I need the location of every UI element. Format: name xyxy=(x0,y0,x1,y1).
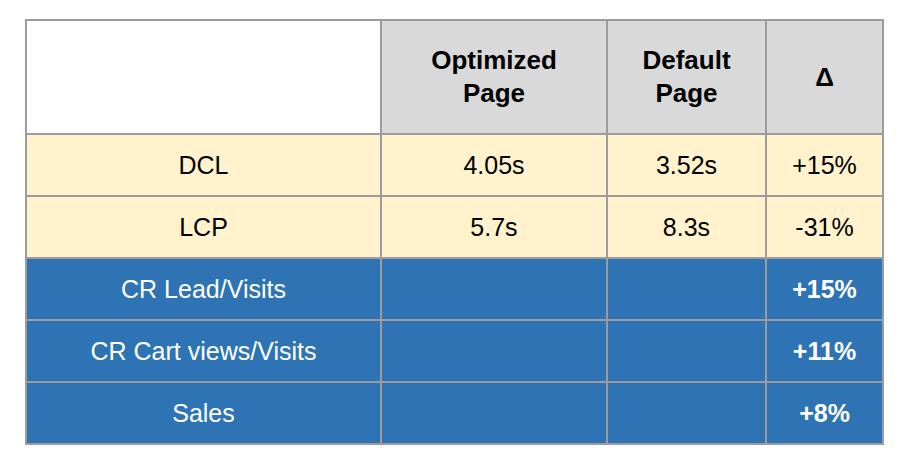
table-row-lcp: LCP 5.7s 8.3s -31% xyxy=(26,196,883,258)
col-header-default-page-label: Default Page xyxy=(619,44,754,111)
corner-cell xyxy=(26,20,381,134)
table-row-sales: Sales +8% xyxy=(26,382,883,444)
table-header-row: Optimized Page Default Page Δ xyxy=(26,20,883,134)
cell-lcp-optimized: 5.7s xyxy=(381,196,607,258)
table-row-cr-lead-visits: CR Lead/Visits +15% xyxy=(26,258,883,320)
row-label-sales: Sales xyxy=(26,382,381,444)
cell-lcp-delta: -31% xyxy=(766,196,883,258)
row-label-lcp: LCP xyxy=(26,196,381,258)
row-label-dcl: DCL xyxy=(26,134,381,196)
cell-dcl-default: 3.52s xyxy=(607,134,766,196)
table-row-dcl: DCL 4.05s 3.52s +15% xyxy=(26,134,883,196)
cell-lcp-default: 8.3s xyxy=(607,196,766,258)
row-label-cr-lead-visits: CR Lead/Visits xyxy=(26,258,381,320)
row-label-cr-cart-views-visits: CR Cart views/Visits xyxy=(26,320,381,382)
cell-cr-lead-default-empty xyxy=(607,258,766,320)
cell-sales-delta: +8% xyxy=(766,382,883,444)
cell-cr-cart-default-empty xyxy=(607,320,766,382)
cell-dcl-optimized: 4.05s xyxy=(381,134,607,196)
table-row-cr-cart-views-visits: CR Cart views/Visits +11% xyxy=(26,320,883,382)
cell-dcl-delta: +15% xyxy=(766,134,883,196)
delta-symbol: Δ xyxy=(815,62,834,92)
cell-sales-optimized-empty xyxy=(381,382,607,444)
comparison-table: Optimized Page Default Page Δ DCL 4.05s … xyxy=(25,19,884,445)
cell-cr-lead-delta: +15% xyxy=(766,258,883,320)
col-header-optimized-page: Optimized Page xyxy=(381,20,607,134)
cell-cr-lead-optimized-empty xyxy=(381,258,607,320)
cell-sales-default-empty xyxy=(607,382,766,444)
col-header-delta: Δ xyxy=(766,20,883,134)
cell-cr-cart-delta: +11% xyxy=(766,320,883,382)
col-header-default-page: Default Page xyxy=(607,20,766,134)
col-header-optimized-page-label: Optimized Page xyxy=(427,44,562,111)
cell-cr-cart-optimized-empty xyxy=(381,320,607,382)
